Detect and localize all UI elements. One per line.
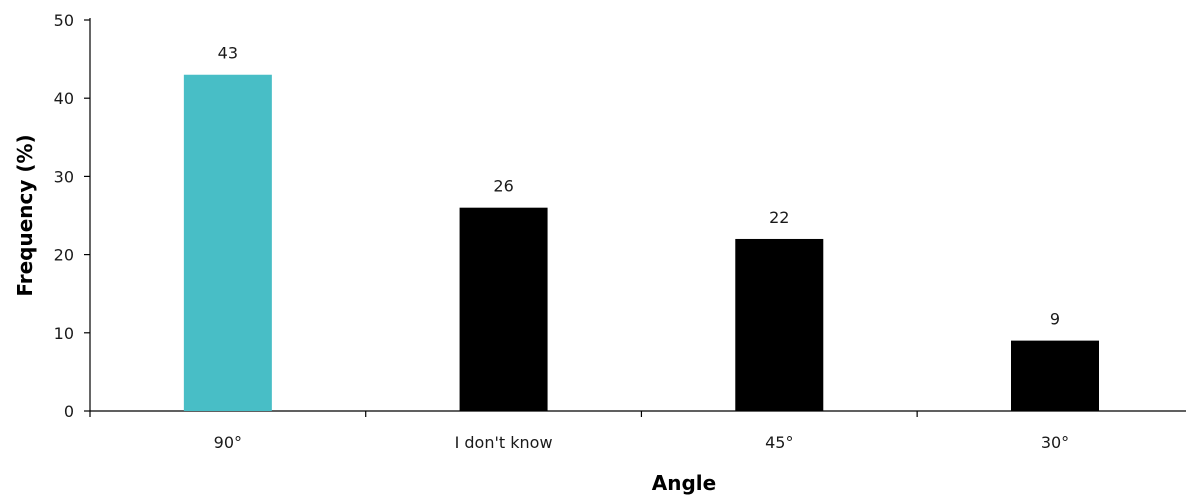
x-tick-label: I don't know bbox=[455, 433, 553, 452]
bar bbox=[735, 238, 824, 411]
y-tick-label: 50 bbox=[54, 11, 74, 30]
x-tick-label: 45° bbox=[765, 433, 793, 452]
y-axis-title: Frequency (%) bbox=[13, 134, 37, 296]
y-tick-label: 40 bbox=[54, 89, 74, 108]
data-label: 43 bbox=[218, 44, 238, 63]
x-tick-label: 90° bbox=[214, 433, 242, 452]
x-axis-title: Angle bbox=[652, 471, 716, 495]
y-tick-label: 0 bbox=[64, 402, 74, 421]
data-label: 22 bbox=[769, 208, 789, 227]
bar bbox=[459, 207, 548, 411]
bar bbox=[1011, 340, 1099, 411]
data-label: 26 bbox=[493, 177, 513, 196]
plot-area: 0 10 20 30 40 50 43 90° 26 I don't know 22 45° 9 30° bbox=[54, 11, 1186, 452]
bar bbox=[183, 74, 272, 412]
y-tick-label: 20 bbox=[54, 246, 74, 265]
x-tick-label: 30° bbox=[1041, 433, 1069, 452]
y-tick-label: 30 bbox=[54, 167, 74, 186]
y-tick-label: 10 bbox=[54, 324, 74, 343]
data-label: 9 bbox=[1050, 310, 1060, 329]
